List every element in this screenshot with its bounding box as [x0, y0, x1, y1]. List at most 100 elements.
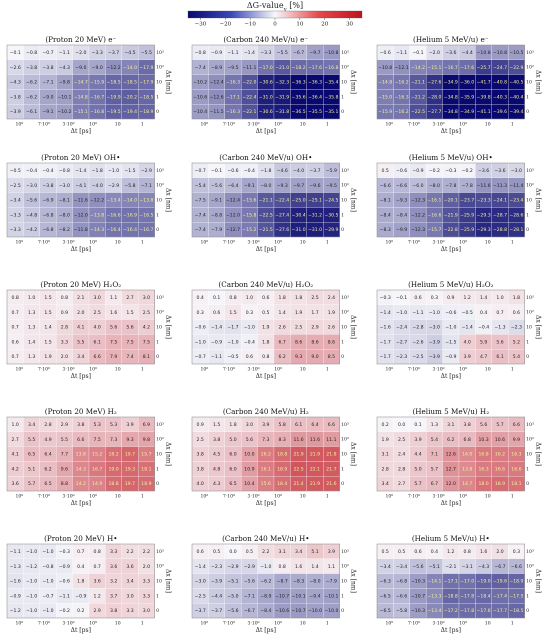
- cell-value-label: −0.9: [59, 564, 70, 570]
- y-tick-label: 10³: [341, 50, 349, 56]
- cell-value-label: −5.6: [227, 608, 238, 614]
- cell-value-label: −9.5: [326, 183, 337, 189]
- x-tick-label: 1: [141, 240, 144, 246]
- y-tick-label: 10²: [156, 183, 164, 189]
- cell-value-label: −29.9: [324, 227, 338, 233]
- cell-value-label: −1.0: [42, 608, 53, 614]
- heatmap-panel: (Carbon 240 MeV/u) H• 0.6 0.5 0.0 0.5 2.2 3.1 3…: [191, 534, 357, 634]
- cell-value-label: 1.5: [44, 310, 51, 316]
- cell-value-label: −30.6: [259, 80, 273, 86]
- cell-value-label: −5.4: [195, 183, 206, 189]
- cell-value-label: −5.6: [244, 579, 255, 585]
- cell-value-label: −10.6: [275, 608, 289, 614]
- cell-value-label: 0.6: [262, 295, 269, 301]
- cell-value-label: −31.9: [275, 94, 289, 100]
- colorbar-ticks: −30 −20 −10 0 10 20 30: [195, 18, 354, 28]
- panel-frame: [6, 543, 155, 619]
- cell-value-label: 2.4: [398, 452, 405, 458]
- cell-value-label: −1.7: [227, 325, 238, 331]
- cell-value-label: −6.6: [396, 593, 407, 599]
- cell-value-label: −0.4: [244, 168, 255, 174]
- cell-value-label: 0.9: [447, 295, 454, 301]
- cell-value-label: −1.5: [124, 168, 135, 174]
- cell-value-label: −4.0: [293, 168, 304, 174]
- cell-value-label: −2.9: [227, 564, 238, 570]
- cell-value-label: −14.7: [74, 80, 88, 86]
- cell-value-label: −8.7: [277, 579, 288, 585]
- x-tick-label: 7·10⁰: [38, 240, 50, 246]
- cell-value-label: 3.6: [126, 564, 133, 570]
- cell-value-label: 3.4: [295, 549, 302, 555]
- cell-value-label: −0.6: [380, 50, 391, 56]
- cell-value-label: −0.4: [244, 339, 255, 345]
- heatmap-panel: (Helium 5 MeV/u) e⁻−0.6 −1.1 −0.1 −2.0 −3.6−…: [376, 35, 542, 135]
- cell-value-label: 1.6: [480, 549, 487, 555]
- y-tick-label: 1: [156, 212, 159, 218]
- cell-value-label: 0.5: [246, 549, 253, 555]
- cell-value-label: 3.0: [126, 593, 133, 599]
- cell-value-label: 2.7: [126, 295, 133, 301]
- y-axis-label: Δx [nm]: [165, 70, 172, 94]
- cell-value-label: 2.0: [496, 549, 503, 555]
- x-tick-label: 1: [511, 122, 514, 128]
- cell-value-label: 5.6: [496, 339, 503, 345]
- cell-value-label: −8.9: [260, 593, 271, 599]
- cell-value-label: 3.2: [110, 579, 117, 585]
- cell-value-label: −0.3: [380, 295, 391, 301]
- cell-value-label: −16.4: [123, 227, 137, 233]
- cell-value-label: −12.2: [107, 65, 121, 71]
- x-tick-label: 10: [485, 367, 491, 373]
- cell-value-label: −5.8: [124, 183, 135, 189]
- y-tick-label: 10: [526, 80, 532, 86]
- cell-value-label: 11.6: [310, 437, 320, 443]
- cell-value-label: −0.8: [195, 50, 206, 56]
- y-axis-label: Δx [nm]: [350, 188, 357, 212]
- y-axis-label: Δx [nm]: [535, 315, 542, 339]
- cell-value-label: −1.0: [244, 325, 255, 331]
- cell-value-label: −20.1: [444, 198, 458, 204]
- cell-value-label: 3.9: [414, 437, 421, 443]
- x-tick-label: 10: [115, 122, 121, 128]
- colorbar-tick-label: 10: [296, 22, 303, 28]
- cell-value-label: 3.1: [447, 422, 454, 428]
- x-tick-label: 10: [485, 494, 491, 500]
- cell-value-label: −15.1: [74, 109, 88, 115]
- cell-value-label: −14.8: [74, 94, 88, 100]
- x-axis-label: Δt [ps]: [256, 500, 276, 507]
- cell-value-label: 2.6: [279, 325, 286, 331]
- cell-value-label: −5.8: [396, 608, 407, 614]
- cell-value-label: 21.9: [310, 452, 320, 458]
- cell-value-label: −9.8: [59, 80, 70, 86]
- cell-value-label: 0.8: [12, 295, 19, 301]
- y-tick-label: 10³: [526, 422, 534, 428]
- cell-value-label: −9.7: [309, 50, 320, 56]
- cell-value-label: 1.3: [28, 325, 35, 331]
- cell-value-label: −18.4: [477, 593, 491, 599]
- cell-value-label: 6.2: [447, 437, 454, 443]
- cell-value-label: 12.7: [446, 466, 456, 472]
- cell-value-label: −39.8: [477, 94, 491, 100]
- cell-value-label: 3.6: [110, 564, 117, 570]
- cell-value-label: −20.2: [123, 94, 137, 100]
- cell-value-label: 4.7: [480, 354, 487, 360]
- cell-value-label: −34.8: [444, 109, 458, 115]
- cell-value-label: 1.8: [279, 295, 286, 301]
- cell-value-label: 9.9: [513, 437, 520, 443]
- cell-value-label: −1.0: [445, 325, 456, 331]
- cell-value-label: −0.9: [10, 593, 21, 599]
- panel-title: (Carbon 240 MeV/u) OH•: [219, 153, 312, 162]
- cell-value-label: 2.8: [398, 466, 405, 472]
- cell-value-label: −25.1: [308, 198, 322, 204]
- cell-value-label: −16.8: [324, 65, 338, 71]
- heatmap-panel: (Carbon 240 MeV/u) H₂ 0.9 1.5 1.8 3.0 3.9 5.8 6…: [191, 407, 357, 507]
- cell-value-label: 0.3: [197, 310, 204, 316]
- cell-value-label: −9.1: [244, 183, 255, 189]
- cell-value-label: −0.6: [195, 325, 206, 331]
- y-tick-label: 10: [156, 198, 162, 204]
- cell-value-label: −35.1: [324, 109, 338, 115]
- cell-value-label: −3.0: [429, 325, 440, 331]
- x-tick-label: 10⁰: [274, 367, 282, 373]
- cell-value-label: 6.6: [328, 422, 335, 428]
- cell-value-label: 19.0: [108, 466, 118, 472]
- cell-value-label: 3.0: [94, 295, 101, 301]
